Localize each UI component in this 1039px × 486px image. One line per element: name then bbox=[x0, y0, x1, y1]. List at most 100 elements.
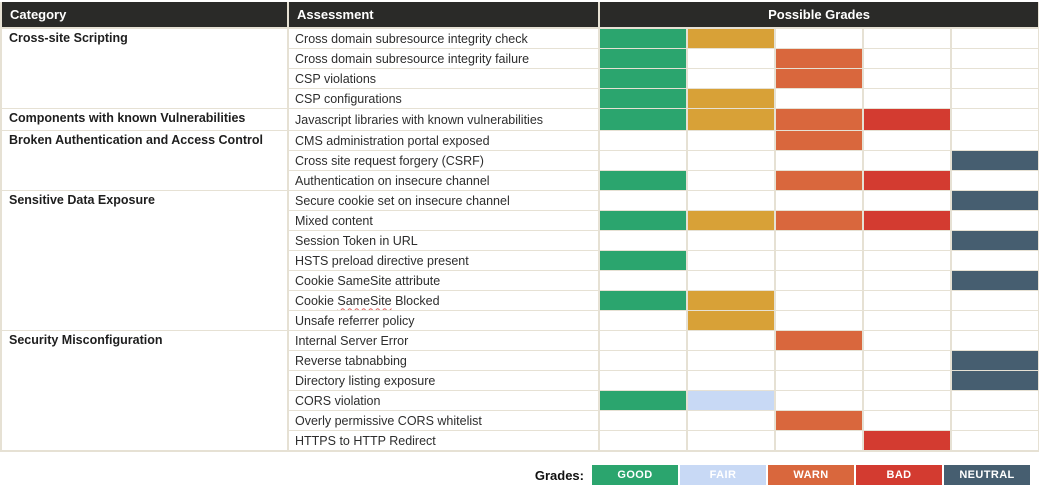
grade-cell bbox=[862, 370, 952, 391]
category-cell: Sensitive Data Exposure bbox=[0, 190, 289, 331]
grade-cell bbox=[949, 270, 1039, 291]
grade-cell bbox=[949, 290, 1039, 311]
assessment-label: CORS violation bbox=[295, 393, 381, 408]
category-cell: Broken Authentication and Access Control bbox=[0, 130, 289, 191]
grade-cell bbox=[686, 430, 776, 452]
table-row: Mixed content bbox=[1, 210, 1039, 231]
grade-cell bbox=[949, 170, 1039, 191]
grade-cell bbox=[949, 250, 1039, 271]
grade-cell bbox=[862, 250, 952, 271]
grade-cell bbox=[598, 370, 688, 391]
table-row: HSTS preload directive present bbox=[1, 250, 1039, 271]
grade-cell bbox=[774, 390, 864, 411]
grade-cell bbox=[686, 310, 776, 331]
assessment-cell: CMS administration portal exposed bbox=[287, 130, 600, 151]
grade-cell bbox=[949, 190, 1039, 211]
grade-cell bbox=[598, 130, 688, 151]
grade-cell bbox=[862, 390, 952, 411]
grade-cell bbox=[774, 310, 864, 331]
grade-cell bbox=[686, 210, 776, 231]
grade-cell bbox=[686, 270, 776, 291]
grade-cell bbox=[949, 48, 1039, 69]
grade-cell bbox=[774, 88, 864, 109]
assessment-cell: Unsafe referrer policy bbox=[287, 310, 600, 331]
grade-cell bbox=[774, 230, 864, 251]
table-row: Overly permissive CORS whitelist bbox=[1, 410, 1039, 431]
grade-cell bbox=[862, 270, 952, 291]
grade-cell bbox=[862, 330, 952, 351]
grade-cell bbox=[862, 27, 952, 49]
column-header-assessment: Assessment bbox=[287, 2, 599, 29]
assessment-label: Secure cookie set on insecure channel bbox=[295, 193, 510, 208]
grade-cell bbox=[774, 130, 864, 151]
grade-cell bbox=[862, 150, 952, 171]
grade-cell bbox=[686, 48, 776, 69]
assessment-cell: Cookie SameSite Blocked bbox=[287, 290, 600, 311]
assessment-label: Mixed content bbox=[295, 213, 373, 228]
grade-cell bbox=[949, 330, 1039, 351]
assessment-label: Directory listing exposure bbox=[295, 373, 436, 388]
assessment-label: HSTS preload directive present bbox=[295, 253, 469, 268]
grade-cell bbox=[774, 210, 864, 231]
assessment-cell: Cross site request forgery (CSRF) bbox=[287, 150, 600, 171]
assessment-cell: Reverse tabnabbing bbox=[287, 350, 600, 371]
assessment-label: Cross domain subresource integrity check bbox=[295, 31, 528, 46]
grade-cell bbox=[774, 48, 864, 69]
grade-cell bbox=[862, 290, 952, 311]
assessment-cell: Cross domain subresource integrity check bbox=[287, 27, 600, 49]
header-row: Category Assessment Possible Grades bbox=[1, 2, 1039, 29]
grade-cell bbox=[686, 27, 776, 49]
grade-cell bbox=[774, 27, 864, 49]
assessment-cell: Secure cookie set on insecure channel bbox=[287, 190, 600, 211]
grade-cell bbox=[774, 270, 864, 291]
grade-cell bbox=[598, 250, 688, 271]
grade-cell bbox=[949, 390, 1039, 411]
grade-cell bbox=[949, 68, 1039, 89]
grade-cell bbox=[686, 390, 776, 411]
grade-cell bbox=[862, 430, 952, 452]
grade-cell bbox=[949, 27, 1039, 49]
grade-cell bbox=[686, 150, 776, 171]
assessment-cell: Mixed content bbox=[287, 210, 600, 231]
column-header-possible-grades: Possible Grades bbox=[597, 2, 1039, 29]
grade-cell bbox=[598, 270, 688, 291]
grade-cell bbox=[862, 130, 952, 151]
grade-cell bbox=[862, 170, 952, 191]
assessment-label-part: SameSite bbox=[337, 293, 392, 308]
grade-cell bbox=[686, 230, 776, 251]
grade-cell bbox=[774, 150, 864, 171]
grade-cell bbox=[598, 48, 688, 69]
grade-cell bbox=[862, 410, 952, 431]
table-row: Authentication on insecure channel bbox=[1, 170, 1039, 191]
grades-table: Category Assessment Possible Grades Cros… bbox=[0, 2, 1039, 452]
grade-cell bbox=[949, 210, 1039, 231]
grade-cell bbox=[949, 230, 1039, 251]
grade-cell bbox=[774, 68, 864, 89]
grade-cell bbox=[862, 190, 952, 211]
table-row: Security Misconfiguration Internal Server… bbox=[0, 330, 1039, 452]
grade-cell bbox=[774, 290, 864, 311]
grade-cell bbox=[862, 68, 952, 89]
assessment-cell: HTTPS to HTTP Redirect bbox=[287, 430, 600, 452]
assessment-cell: Cross domain subresource integrity failu… bbox=[287, 48, 600, 69]
grade-cell bbox=[598, 68, 688, 89]
table-row: Cookie SameSite attribute bbox=[1, 270, 1039, 291]
grade-cell bbox=[598, 190, 688, 211]
assessment-label: Cross site request forgery (CSRF) bbox=[295, 153, 484, 168]
grade-cell bbox=[686, 290, 776, 311]
grade-cell bbox=[949, 410, 1039, 431]
grade-cell bbox=[686, 108, 776, 131]
grade-cell bbox=[862, 210, 952, 231]
legend-chip-warn: WARN bbox=[768, 465, 854, 485]
grade-cell bbox=[686, 88, 776, 109]
grade-cell bbox=[686, 250, 776, 271]
table-row: Broken Authentication and Access Control… bbox=[0, 130, 1039, 191]
category-cell: Components with known Vulnerabilities bbox=[0, 108, 289, 131]
table-row: Sensitive Data Exposure Secure cookie set… bbox=[0, 190, 1039, 331]
grade-cell bbox=[774, 370, 864, 391]
assessment-label: Unsafe referrer policy bbox=[295, 313, 415, 328]
assessment-cell: Session Token in URL bbox=[287, 230, 600, 251]
assessment-cell: Directory listing exposure bbox=[287, 370, 600, 391]
grade-cell bbox=[598, 310, 688, 331]
assessment-label-part: Cookie bbox=[295, 293, 338, 308]
